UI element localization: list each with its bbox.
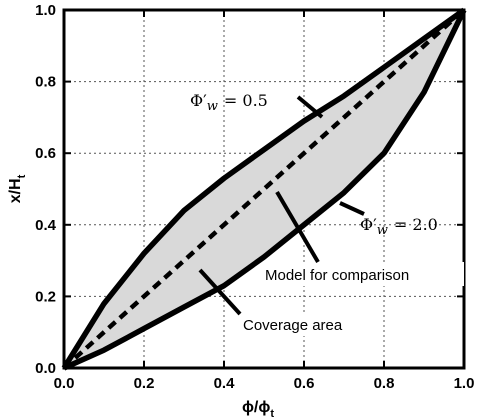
annotation-phi-2.0-symbol: Φ′ xyxy=(360,215,377,234)
annotation-phi-0.5-value: = 0.5 xyxy=(224,91,268,110)
annotation-model: Model for comparison xyxy=(262,190,464,286)
x-axis-label: ϕ/ϕt xyxy=(242,399,274,420)
x-tick-label: 0.6 xyxy=(294,375,315,392)
x-axis-label-main: ϕ/ϕ xyxy=(242,399,270,416)
annotation-phi-0.5-sub: w xyxy=(207,99,218,114)
svg-text:Φ′w= 2.0: Φ′w = 2.0 xyxy=(360,215,438,238)
y-tick-label: 0.8 xyxy=(35,74,56,91)
annotation-model-leader xyxy=(275,190,320,264)
y-axis-label-sub: t xyxy=(16,174,28,178)
annotation-model-bg xyxy=(262,262,464,286)
annotation-coverage-bg xyxy=(240,312,378,336)
svg-text:Φ′w= 0.5: Φ′w = 0.5 xyxy=(190,91,268,114)
annotation-phi-0.5: Φ′w = 0.5 xyxy=(190,91,324,119)
annotation-coverage-leader xyxy=(198,268,242,316)
y-tick-label: 0.6 xyxy=(35,145,56,162)
annotation-phi-2.0-value: = 2.0 xyxy=(394,215,438,234)
annotation-model-label: Model for comparison xyxy=(265,267,409,284)
tick-marks xyxy=(63,9,465,369)
tick-labels: 0.0 0.2 0.4 0.6 0.8 1.0 0.0 0.2 0.4 0.6 0.8 1.0 xyxy=(35,2,474,392)
series-line-phi-0.5 xyxy=(61,7,466,370)
annotation-phi-0.5-symbol: Φ′ xyxy=(190,91,207,110)
y-tick-label: 0.0 xyxy=(35,360,56,377)
y-tick-label: 1.0 xyxy=(35,2,56,19)
annotation-coverage: Coverage area xyxy=(198,268,378,336)
annotation-coverage-label: Coverage area xyxy=(243,317,343,334)
x-tick-label: 0.8 xyxy=(374,375,395,392)
annotation-phi-2.0: Φ′w = 2.0 xyxy=(339,201,438,238)
series-line-phi-2.0 xyxy=(62,8,467,371)
x-tick-label: 0.2 xyxy=(134,375,155,392)
x-axis-label-sub: t xyxy=(270,408,274,420)
annotation-phi-2.0-leader xyxy=(339,201,365,216)
annotation-phi-0.5-leader xyxy=(296,95,324,119)
y-tick-label: 0.4 xyxy=(35,217,57,234)
plot-frame xyxy=(62,8,466,370)
y-tick-label: 0.2 xyxy=(35,288,56,305)
coverage-area-fill xyxy=(64,10,464,368)
y-axis-label-main: x/H xyxy=(7,178,24,203)
x-tick-label: 0.4 xyxy=(214,375,236,392)
y-axis-label: x/Ht xyxy=(7,174,28,203)
x-tick-label: 0.0 xyxy=(54,375,75,392)
annotation-phi-2.0-sub: w xyxy=(377,223,388,238)
x-tick-label: 1.0 xyxy=(454,375,475,392)
